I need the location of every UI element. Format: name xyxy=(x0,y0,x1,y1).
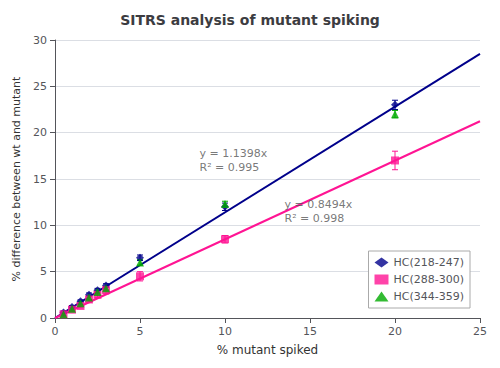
svg-text:25: 25 xyxy=(473,325,487,338)
svg-text:5: 5 xyxy=(40,265,47,278)
svg-text:% difference between wt and mu: % difference between wt and mutant xyxy=(10,76,23,281)
svg-text:0: 0 xyxy=(40,312,47,325)
svg-text:HC(344-359): HC(344-359) xyxy=(394,290,465,303)
svg-text:R² = 0.998: R² = 0.998 xyxy=(285,212,345,225)
svg-text:30: 30 xyxy=(33,34,47,47)
svg-text:10: 10 xyxy=(218,325,232,338)
svg-text:15: 15 xyxy=(303,325,317,338)
svg-text:20: 20 xyxy=(33,126,47,139)
svg-text:y = 0.8494x: y = 0.8494x xyxy=(285,198,353,211)
svg-text:25: 25 xyxy=(33,80,47,93)
svg-text:SITRS analysis of mutant spiki: SITRS analysis of mutant spiking xyxy=(120,12,380,28)
svg-text:y = 1.1398x: y = 1.1398x xyxy=(200,147,268,160)
svg-text:R² = 0.995: R² = 0.995 xyxy=(200,161,260,174)
svg-text:20: 20 xyxy=(388,325,402,338)
svg-text:10: 10 xyxy=(33,219,47,232)
svg-text:HC(218-247): HC(218-247) xyxy=(394,256,465,269)
svg-text:15: 15 xyxy=(33,173,47,186)
svg-text:0: 0 xyxy=(52,325,59,338)
svg-text:HC(288-300): HC(288-300) xyxy=(394,273,465,286)
svg-text:5: 5 xyxy=(137,325,144,338)
svg-text:% mutant spiked: % mutant spiked xyxy=(217,343,318,357)
